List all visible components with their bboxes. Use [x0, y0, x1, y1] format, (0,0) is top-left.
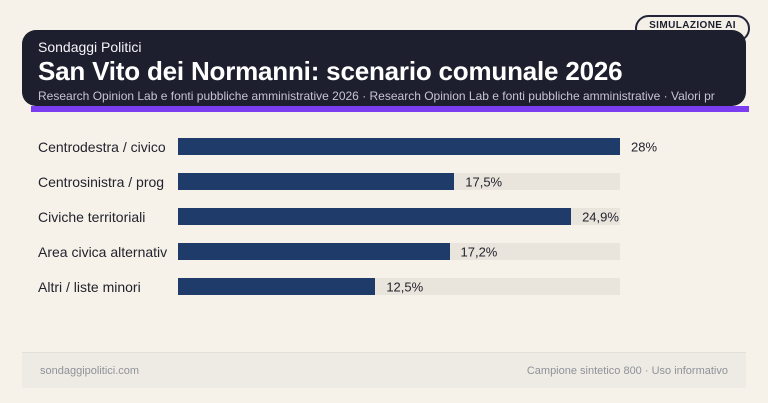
chart-row: Centrosinistra / prog 17,5%: [38, 173, 620, 190]
chart-row: Civiche territoriali 24,9%: [38, 208, 620, 225]
bar-chart: Centrodestra / civico 28% Centrosinistra /…: [38, 138, 657, 313]
header-card: Sondaggi Politici San Vito dei Normanni:…: [22, 30, 746, 106]
category-label: Civiche territoriali: [38, 208, 146, 225]
accent-underline: [31, 106, 749, 112]
footer-bar: sondaggipolitici.com Campione sintetico …: [22, 352, 746, 388]
category-label: Altri / liste minori: [38, 278, 141, 295]
bar-track: 17,5%: [178, 173, 620, 190]
category-label: Centrosinistra / prog: [38, 173, 165, 190]
bar-fill: [178, 173, 455, 190]
chart-row: Area civica alternativ 17,2%: [38, 243, 620, 260]
chart-rows: Centrodestra / civico 28% Centrosinistra /…: [38, 138, 657, 295]
chart-row: Altri / liste minori 12,5%: [38, 278, 620, 295]
bar-fill: [178, 243, 450, 260]
footer-site: sondaggipolitici.com: [40, 364, 140, 377]
value-label: 24,9%: [582, 209, 619, 224]
bar-fill: [178, 138, 620, 155]
footer-note: Campione sintetico 800 · Uso informativo: [526, 364, 728, 377]
simulation-ai-badge-label: SIMULAZIONE AI: [649, 20, 736, 31]
bar-fill: [178, 278, 376, 295]
category-label: Area civica alternativ: [38, 243, 168, 260]
bar-track: 17,2%: [178, 243, 620, 260]
brand-kicker: Sondaggi Politici: [38, 39, 142, 55]
bar-fill: [178, 208, 572, 225]
value-label: 17,5%: [465, 174, 503, 189]
chart-row: Centrodestra / civico 28%: [38, 138, 657, 155]
bar-track: 12,5%: [178, 278, 620, 295]
value-label: 28%: [631, 139, 658, 154]
page-title: San Vito dei Normanni: scenario comunale…: [38, 56, 623, 86]
category-label: Centrodestra / civico: [38, 138, 166, 155]
bar-track: 28%: [178, 138, 657, 155]
value-label: 17,2%: [460, 244, 498, 259]
page-subtitle: Research Opinion Lab e fonti pubbliche a…: [38, 89, 715, 103]
bar-track: 24,9%: [178, 208, 620, 225]
value-label: 12,5%: [386, 279, 424, 294]
